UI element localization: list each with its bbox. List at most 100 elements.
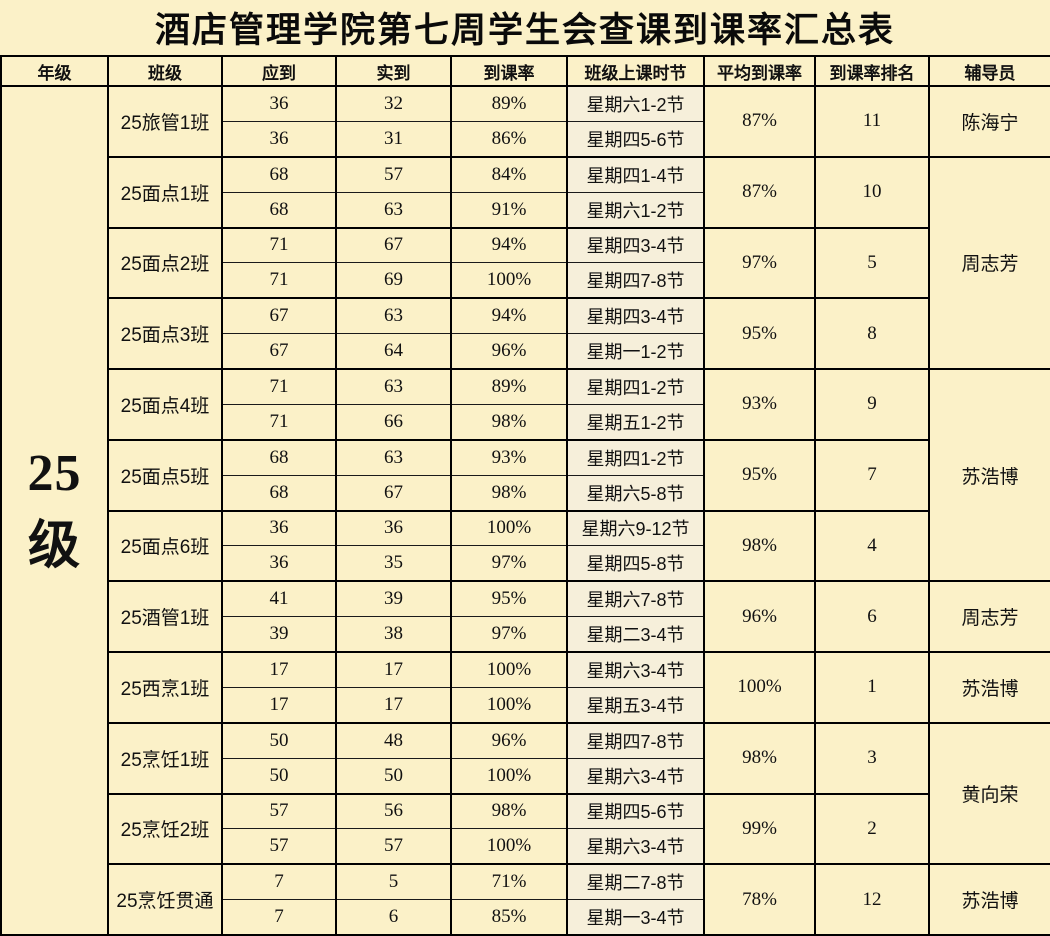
counselor-cell: 苏浩博 bbox=[928, 651, 1050, 724]
actual-cell: 57 bbox=[335, 155, 452, 193]
session-time-cell: 星期六3-4节 bbox=[566, 828, 705, 866]
rate-cell: 100% bbox=[450, 686, 568, 724]
counselor-cell: 苏浩博 bbox=[928, 367, 1050, 583]
average-rate-cell: 78% bbox=[703, 863, 816, 936]
rank-cell: 2 bbox=[814, 792, 930, 866]
page-title: 酒店管理学院第七周学生会查课到课率汇总表 bbox=[154, 11, 895, 50]
expected-cell: 7 bbox=[221, 899, 337, 936]
session-time-cell: 星期五1-2节 bbox=[566, 403, 705, 441]
rank-cell: 1 bbox=[814, 651, 930, 724]
class-row-second-session: 39 38 97% 星期二3-4节 bbox=[1, 616, 1050, 654]
rank-cell: 10 bbox=[814, 155, 930, 229]
header-session-time: 班级上课时节 bbox=[566, 55, 705, 87]
actual-cell: 17 bbox=[335, 650, 452, 688]
expected-cell: 71 bbox=[221, 262, 337, 300]
expected-cell: 68 bbox=[221, 474, 337, 512]
rank-cell: 6 bbox=[814, 580, 930, 653]
counselor-cell: 周志芳 bbox=[928, 155, 1050, 371]
class-name-cell: 25面点5班 bbox=[107, 438, 223, 512]
session-time-cell: 星期二7-8节 bbox=[566, 863, 705, 901]
expected-cell: 39 bbox=[221, 616, 337, 654]
attendance-summary-table: 年级 班级 应到 实到 到课率 班级上课时节 平均到课率 到课率排名 辅导员 2… bbox=[0, 55, 1050, 936]
header-row: 年级 班级 应到 实到 到课率 班级上课时节 平均到课率 到课率排名 辅导员 bbox=[0, 55, 1050, 87]
rate-cell: 95% bbox=[450, 580, 568, 618]
class-row-second-session: 36 31 86% 星期四5-6节 bbox=[1, 120, 1050, 158]
rate-cell: 94% bbox=[450, 297, 568, 335]
average-rate-cell: 95% bbox=[703, 297, 816, 370]
expected-cell: 68 bbox=[221, 191, 337, 229]
rate-cell: 85% bbox=[450, 899, 568, 936]
actual-cell: 50 bbox=[335, 757, 452, 795]
rate-cell: 71% bbox=[450, 863, 568, 901]
class-row: 25面点1班 68 57 84% 星期四1-4节 87% 10 周志芳 bbox=[1, 155, 1050, 371]
rank-cell: 4 bbox=[814, 509, 930, 583]
actual-cell: 56 bbox=[335, 792, 452, 830]
actual-cell: 39 bbox=[335, 580, 452, 618]
actual-cell: 57 bbox=[335, 828, 452, 866]
rate-cell: 100% bbox=[450, 828, 568, 866]
class-row: 25烹饪1班 50 48 96% 星期四7-8节 98% 3 黄向荣 bbox=[1, 721, 1050, 866]
class-row: 25烹饪贯通 7 5 71% 星期二7-8节 78% 12 苏浩博 bbox=[1, 863, 1050, 936]
header-class: 班级 bbox=[107, 55, 223, 87]
rate-cell: 94% bbox=[450, 226, 568, 264]
session-time-cell: 星期一3-4节 bbox=[566, 899, 705, 936]
actual-cell: 67 bbox=[335, 474, 452, 512]
class-row-second-session: 68 67 98% 星期六5-8节 bbox=[1, 474, 1050, 512]
actual-cell: 32 bbox=[335, 84, 452, 122]
session-time-cell: 星期四3-4节 bbox=[566, 297, 705, 335]
rate-cell: 96% bbox=[450, 333, 568, 371]
expected-cell: 36 bbox=[221, 509, 337, 547]
class-row: 25面点6班 36 36 100% 星期六9-12节 98% 4 bbox=[1, 509, 1050, 583]
class-row-second-session: 71 69 100% 星期四7-8节 bbox=[1, 262, 1050, 300]
actual-cell: 63 bbox=[335, 438, 452, 476]
actual-cell: 35 bbox=[335, 545, 452, 583]
expected-cell: 50 bbox=[221, 721, 337, 759]
class-name-cell: 25面点3班 bbox=[107, 297, 223, 370]
class-name-cell: 25酒管1班 bbox=[107, 580, 223, 653]
actual-cell: 5 bbox=[335, 863, 452, 901]
actual-cell: 63 bbox=[335, 367, 452, 405]
actual-cell: 17 bbox=[335, 686, 452, 724]
class-name-cell: 25西烹1班 bbox=[107, 651, 223, 724]
class-name-cell: 25面点6班 bbox=[107, 509, 223, 583]
expected-cell: 67 bbox=[221, 333, 337, 371]
rate-cell: 100% bbox=[450, 262, 568, 300]
header-rank: 到课率排名 bbox=[814, 55, 930, 87]
session-time-cell: 星期六1-2节 bbox=[566, 84, 705, 122]
session-time-cell: 星期二3-4节 bbox=[566, 616, 705, 654]
class-row: 25级 25旅管1班 36 32 89% 星期六1-2节 87% 11 陈海宁 bbox=[0, 84, 1050, 936]
rate-cell: 98% bbox=[450, 403, 568, 441]
average-rate-cell: 87% bbox=[703, 85, 816, 158]
title-bar: 酒店管理学院第七周学生会查课到课率汇总表 bbox=[0, 0, 1050, 55]
class-name-cell: 25烹饪贯通 bbox=[107, 863, 223, 936]
expected-cell: 36 bbox=[221, 84, 337, 122]
rate-cell: 86% bbox=[450, 120, 568, 158]
header-actual: 实到 bbox=[335, 55, 452, 87]
actual-cell: 36 bbox=[335, 509, 452, 547]
expected-cell: 57 bbox=[221, 828, 337, 866]
class-row-second-session: 71 66 98% 星期五1-2节 bbox=[1, 403, 1050, 441]
counselor-cell: 苏浩博 bbox=[928, 863, 1050, 936]
class-name-cell: 25烹饪2班 bbox=[107, 792, 223, 866]
class-row-second-session: 17 17 100% 星期五3-4节 bbox=[1, 686, 1050, 724]
actual-cell: 6 bbox=[335, 899, 452, 936]
class-row: 25酒管1班 41 39 95% 星期六7-8节 96% 6 周志芳 bbox=[1, 580, 1050, 653]
class-row: 25面点4班 71 63 89% 星期四1-2节 93% 9 苏浩博 bbox=[1, 367, 1050, 583]
average-rate-cell: 87% bbox=[703, 155, 816, 229]
average-rate-cell: 98% bbox=[703, 509, 816, 583]
expected-cell: 17 bbox=[221, 650, 337, 688]
expected-cell: 50 bbox=[221, 757, 337, 795]
rank-cell: 11 bbox=[814, 85, 930, 158]
session-time-cell: 星期四1-2节 bbox=[566, 367, 705, 405]
rate-cell: 97% bbox=[450, 616, 568, 654]
average-rate-cell: 93% bbox=[703, 368, 816, 441]
session-time-cell: 星期四7-8节 bbox=[566, 262, 705, 300]
expected-cell: 17 bbox=[221, 686, 337, 724]
average-rate-cell: 100% bbox=[703, 651, 816, 724]
rate-cell: 100% bbox=[450, 509, 568, 547]
rate-cell: 100% bbox=[450, 650, 568, 688]
session-time-cell: 星期四5-6节 bbox=[566, 120, 705, 158]
class-row-second-session: 57 57 100% 星期六3-4节 bbox=[1, 828, 1050, 866]
average-rate-cell: 98% bbox=[703, 721, 816, 795]
header-expected: 应到 bbox=[221, 55, 337, 87]
